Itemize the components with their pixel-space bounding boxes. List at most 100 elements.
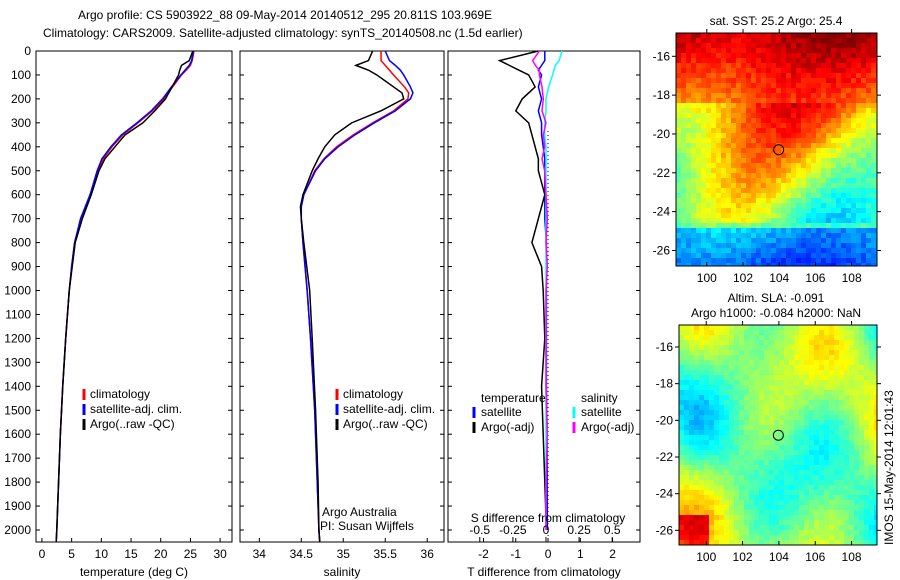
map-cell xyxy=(824,355,829,360)
map-cell xyxy=(774,375,779,380)
map-cell xyxy=(681,248,686,253)
map-cell xyxy=(866,93,871,98)
map-cell xyxy=(801,123,806,128)
map-cell xyxy=(771,48,776,53)
map-cell xyxy=(751,73,756,78)
map-cell xyxy=(791,258,796,263)
map-cell xyxy=(731,63,736,68)
map-cell xyxy=(799,440,804,445)
map-cell xyxy=(781,193,786,198)
map-cell xyxy=(861,193,866,198)
map-cell xyxy=(801,178,806,183)
map-cell xyxy=(821,33,826,38)
map-cell xyxy=(696,93,701,98)
map-cell xyxy=(729,540,734,545)
map-cell xyxy=(719,480,724,485)
map-cell xyxy=(774,385,779,390)
map-cell xyxy=(824,350,829,355)
map-cell xyxy=(834,330,839,335)
map-cell xyxy=(709,350,714,355)
map-cell xyxy=(754,460,759,465)
map-cell xyxy=(829,535,834,540)
map-cell xyxy=(721,203,726,208)
map-cell xyxy=(849,440,854,445)
map-cell xyxy=(751,218,756,223)
map-cell xyxy=(736,203,741,208)
map-cell xyxy=(786,103,791,108)
map-cell xyxy=(821,53,826,58)
map-cell xyxy=(779,515,784,520)
map-cell xyxy=(729,500,734,505)
map-cell xyxy=(699,490,704,495)
map-cell xyxy=(699,335,704,340)
map-cell xyxy=(761,38,766,43)
map-cell xyxy=(874,345,877,350)
map-cell xyxy=(731,98,736,103)
map-cell xyxy=(676,123,681,128)
map-cell xyxy=(716,148,721,153)
map-cell xyxy=(839,390,844,395)
x-tick-label: 106 xyxy=(805,550,825,564)
map-cell xyxy=(679,470,684,475)
salinity-panel: 34 34.5 35 35.5 36salinityclimatologysatelli… xyxy=(239,50,445,579)
map-cell xyxy=(741,218,746,223)
map-cell xyxy=(704,365,709,370)
map-cell xyxy=(684,330,689,335)
map-cell xyxy=(751,38,756,43)
map-cell xyxy=(694,410,699,415)
map-cell xyxy=(809,500,814,505)
map-cell xyxy=(704,405,709,410)
map-cell xyxy=(739,480,744,485)
map-cell xyxy=(816,33,821,38)
map-cell xyxy=(819,370,824,375)
map-cell xyxy=(834,520,839,525)
map-cell xyxy=(854,490,859,495)
map-cell xyxy=(759,355,764,360)
map-cell xyxy=(834,540,839,545)
map-cell xyxy=(694,485,699,490)
map-cell xyxy=(786,138,791,143)
map-cell xyxy=(814,445,819,450)
map-cell xyxy=(701,233,706,238)
map-cell xyxy=(689,350,694,355)
map-cell xyxy=(796,193,801,198)
map-cell xyxy=(786,193,791,198)
map-cell xyxy=(744,520,749,525)
map-cell xyxy=(814,485,819,490)
map-cell xyxy=(786,183,791,188)
map-cell xyxy=(714,375,719,380)
map-cell xyxy=(836,213,841,218)
map-cell xyxy=(786,203,791,208)
map-cell xyxy=(689,340,694,345)
map-cell xyxy=(871,243,876,248)
map-cell xyxy=(764,400,769,405)
map-cell xyxy=(786,108,791,113)
map-cell xyxy=(851,33,856,38)
map-cell xyxy=(696,238,701,243)
map-cell xyxy=(809,455,814,460)
map-cell xyxy=(846,193,851,198)
x-tick-label: 0 xyxy=(39,547,46,561)
map-cell xyxy=(869,365,874,370)
map-cell xyxy=(739,445,744,450)
map-cell xyxy=(846,258,851,263)
map-cell xyxy=(776,253,781,258)
map-cell xyxy=(734,340,739,345)
map-cell xyxy=(841,238,846,243)
map-cell xyxy=(831,138,836,143)
map-cell xyxy=(681,258,686,263)
map-cell xyxy=(851,108,856,113)
map-cell xyxy=(786,218,791,223)
map-cell xyxy=(681,98,686,103)
map-cell xyxy=(791,243,796,248)
map-cell xyxy=(731,93,736,98)
map-cell xyxy=(786,48,791,53)
map-cell xyxy=(781,223,786,228)
map-cell xyxy=(866,158,871,163)
map-cell xyxy=(869,400,874,405)
map-cell xyxy=(809,505,814,510)
map-cell xyxy=(819,505,824,510)
map-cell xyxy=(874,485,877,490)
map-cell xyxy=(734,380,739,385)
map-cell xyxy=(864,540,869,545)
